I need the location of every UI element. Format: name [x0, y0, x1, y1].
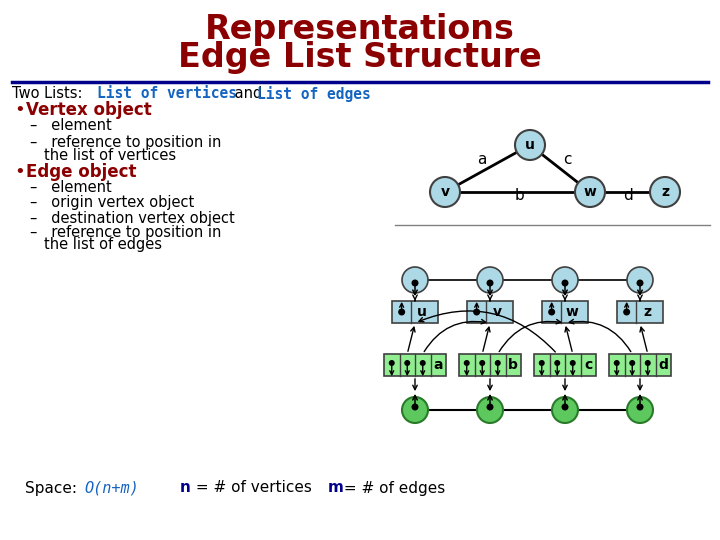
Text: b: b — [508, 358, 518, 372]
Text: d: d — [623, 188, 633, 204]
Circle shape — [644, 360, 651, 366]
Circle shape — [575, 177, 605, 207]
Text: the list of vertices: the list of vertices — [44, 147, 176, 163]
Text: Two Lists:: Two Lists: — [12, 86, 87, 102]
Circle shape — [404, 360, 410, 366]
Text: –   reference to position in: – reference to position in — [30, 226, 221, 240]
Text: –   element: – element — [30, 118, 112, 133]
Text: a: a — [477, 152, 487, 167]
Circle shape — [402, 397, 428, 423]
FancyBboxPatch shape — [467, 301, 513, 323]
Circle shape — [539, 360, 545, 366]
Circle shape — [636, 403, 644, 410]
Circle shape — [389, 360, 395, 366]
Text: b: b — [515, 188, 525, 204]
Text: –   element: – element — [30, 180, 112, 195]
Circle shape — [477, 397, 503, 423]
Text: –   origin vertex object: – origin vertex object — [30, 195, 194, 211]
Text: u: u — [417, 305, 427, 319]
Text: Representations: Representations — [205, 14, 515, 46]
Circle shape — [613, 360, 620, 366]
Circle shape — [629, 360, 635, 366]
Text: List of vertices: List of vertices — [97, 86, 237, 102]
Circle shape — [487, 280, 493, 287]
Text: d: d — [658, 358, 668, 372]
Text: –   reference to position in: – reference to position in — [30, 136, 221, 151]
Circle shape — [515, 130, 545, 160]
Text: c: c — [563, 152, 571, 167]
Circle shape — [552, 267, 578, 293]
FancyBboxPatch shape — [609, 354, 671, 376]
Circle shape — [412, 403, 418, 410]
Text: and: and — [230, 86, 267, 102]
Text: = # of edges: = # of edges — [339, 481, 445, 496]
Circle shape — [562, 280, 569, 287]
FancyBboxPatch shape — [384, 354, 446, 376]
Text: –   destination vertex object: – destination vertex object — [30, 211, 235, 226]
Circle shape — [627, 267, 653, 293]
Text: z: z — [661, 185, 669, 199]
Text: O(n+m): O(n+m) — [84, 481, 139, 496]
Text: Edge object: Edge object — [26, 163, 137, 181]
Text: z: z — [643, 305, 651, 319]
FancyBboxPatch shape — [392, 301, 438, 323]
Circle shape — [570, 360, 576, 366]
Circle shape — [552, 397, 578, 423]
Circle shape — [402, 267, 428, 293]
Text: Space:: Space: — [25, 481, 82, 496]
Text: •: • — [14, 101, 24, 119]
Circle shape — [650, 177, 680, 207]
Text: the list of edges: the list of edges — [44, 238, 162, 253]
Circle shape — [554, 360, 560, 366]
Text: Edge List Structure: Edge List Structure — [178, 42, 542, 75]
Text: w: w — [565, 305, 578, 319]
Text: •: • — [14, 163, 24, 181]
FancyBboxPatch shape — [534, 354, 596, 376]
Circle shape — [412, 280, 418, 287]
FancyBboxPatch shape — [617, 301, 663, 323]
Text: Vertex object: Vertex object — [26, 101, 152, 119]
Circle shape — [548, 308, 555, 315]
Text: v: v — [441, 185, 449, 199]
Circle shape — [627, 397, 653, 423]
Circle shape — [420, 360, 426, 366]
Text: c: c — [584, 358, 593, 372]
Text: w: w — [584, 185, 596, 199]
Circle shape — [473, 308, 480, 315]
FancyBboxPatch shape — [542, 301, 588, 323]
Text: v: v — [492, 305, 501, 319]
FancyBboxPatch shape — [459, 354, 521, 376]
Circle shape — [487, 403, 493, 410]
Circle shape — [398, 308, 405, 315]
Circle shape — [636, 280, 644, 287]
Circle shape — [430, 177, 460, 207]
Circle shape — [562, 403, 569, 410]
Text: u: u — [525, 138, 535, 152]
Text: List of edges: List of edges — [257, 86, 371, 102]
Text: n: n — [180, 481, 191, 496]
Text: = # of vertices: = # of vertices — [191, 481, 317, 496]
Circle shape — [480, 360, 485, 366]
Text: a: a — [433, 358, 443, 372]
Text: m: m — [328, 481, 344, 496]
Circle shape — [623, 308, 630, 315]
Circle shape — [495, 360, 500, 366]
Circle shape — [464, 360, 469, 366]
Circle shape — [477, 267, 503, 293]
